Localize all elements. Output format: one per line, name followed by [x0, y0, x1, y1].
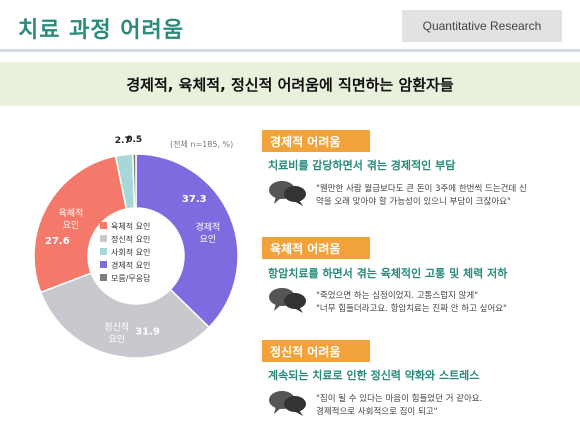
data-label-3: 37.3 — [182, 194, 207, 205]
section-mental-sub: 계속되는 치료로 인한 정신력 약화와 스트레스 — [268, 369, 480, 382]
section-economic-quote: "웬만한 사람 월급보다도 큰 돈이 3주에 한번씩 드는건데 신 약을 오래 … — [316, 184, 527, 207]
legend-label-0: 육체적 요인 — [111, 221, 150, 231]
section-physical-sub: 항암치료를 하면서 겪는 육체적인 고통 및 체력 저하 — [268, 267, 508, 280]
pie-center — [88, 208, 184, 304]
header-divider — [0, 49, 580, 52]
slice-name-3-0: 경제적 — [195, 221, 220, 233]
legend-label-4: 모름/무응답 — [111, 273, 151, 283]
legend-label-1: 정신적 요인 — [111, 234, 150, 244]
speech-bubbles-icon — [269, 288, 306, 313]
legend-swatch-1 — [100, 235, 107, 242]
data-label-1: 31.9 — [135, 327, 160, 338]
slice-name-0-0: 육체적 — [58, 207, 83, 219]
slice-name-1-1: 요인 — [108, 334, 125, 345]
data-label-2: 2.7 — [115, 136, 131, 146]
page-title: 치료 과정 어려움 — [18, 18, 184, 43]
speech-bubbles-icon — [269, 391, 306, 416]
slice-name-1-0: 정신적 — [104, 321, 129, 333]
legend-swatch-4 — [100, 274, 107, 281]
section-mental-quote: "짐이 될 수 있다는 마음이 힘들었던 거 같아요. 경제적으로 사회적으로 … — [316, 394, 483, 417]
section-economic-header: 경제적 어려움 — [262, 130, 370, 152]
legend-swatch-0 — [100, 222, 107, 229]
legend-label-3: 경제적 요인 — [111, 260, 150, 270]
section-physical-header: 육체적 어려움 — [262, 237, 370, 259]
legend-label-2: 사회적 요인 — [111, 247, 150, 257]
speech-bubbles-icon — [269, 181, 306, 206]
research-tag: Quantitative Research — [402, 10, 562, 42]
section-economic-sub: 치료비를 감당하면서 겪는 경제적인 부담 — [268, 159, 456, 172]
section-physical-quote: "죽었으면 하는 심정이었지. 고통스럽지 않게" "너무 힘들더라고요. 항암… — [316, 291, 507, 314]
section-mental-header: 정신적 어려움 — [262, 340, 370, 362]
slice-name-3-1: 요인 — [200, 234, 217, 245]
chart-note: (전체 n=185, %) — [170, 140, 234, 149]
data-label-4: 0.5 — [126, 135, 142, 145]
data-label-0: 27.6 — [45, 236, 70, 247]
pie-slice-1 — [39, 272, 211, 359]
banner-headline: 경제적, 육체적, 정신적 어려움에 직면하는 암환자들 — [0, 62, 580, 106]
legend-swatch-3 — [100, 261, 107, 268]
legend-swatch-2 — [100, 248, 107, 255]
slice-name-0-1: 요인 — [63, 220, 80, 231]
